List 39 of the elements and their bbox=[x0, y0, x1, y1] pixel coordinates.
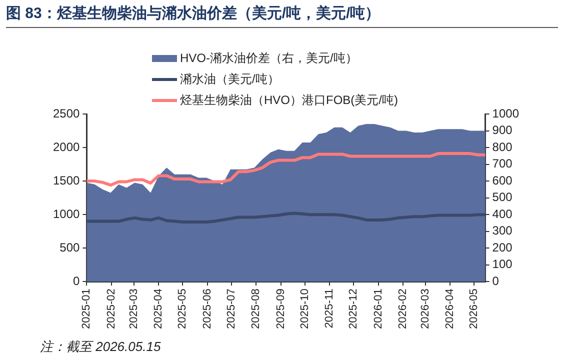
y2-tick-label: 800 bbox=[492, 140, 513, 154]
y-tick-label: 1000 bbox=[52, 206, 80, 221]
legend-label: 潲水油（美元/吨） bbox=[180, 71, 280, 88]
x-tick-label: 2025-06 bbox=[201, 288, 214, 330]
x-tick-label: 2025-03 bbox=[128, 288, 140, 330]
y2-tick-label: 300 bbox=[492, 224, 513, 238]
x-tick-label: 2026-02 bbox=[397, 288, 410, 330]
y-tick-label: 500 bbox=[60, 240, 80, 254]
x-tick-label: 2025-09 bbox=[274, 288, 287, 330]
x-tick-label: 2025-11 bbox=[324, 288, 336, 328]
x-tick-label: 2025-04 bbox=[152, 288, 165, 330]
x-tick-label: 2025-10 bbox=[298, 288, 311, 330]
x-tick-label: 2025-05 bbox=[176, 288, 189, 330]
legend-label: 烃基生物柴油（HVO）港口FOB(美元/吨) bbox=[180, 92, 398, 109]
chart-title: 图 83：烃基生物柴油与潲水油价差（美元/吨，美元/吨） bbox=[6, 4, 558, 28]
y2-tick-label: 900 bbox=[492, 123, 513, 138]
y-tick-label: 2500 bbox=[52, 106, 80, 120]
y2-tick-label: 200 bbox=[492, 240, 513, 254]
x-tick-label: 2026-01 bbox=[372, 288, 384, 330]
y2-tick-label: 100 bbox=[492, 257, 513, 272]
text: 注：截至 2026.05.15 bbox=[40, 338, 161, 356]
y2-tick-label: 1000 bbox=[492, 106, 520, 120]
x-tick-label: 2025-02 bbox=[105, 288, 118, 330]
y2-tick-label: 700 bbox=[492, 156, 513, 171]
y2-tick-label: 400 bbox=[492, 206, 513, 221]
y2-tick-label: 0 bbox=[492, 274, 500, 288]
y2-tick-label: 500 bbox=[492, 190, 513, 204]
x-tick-label: 2025-07 bbox=[225, 288, 238, 330]
x-tick-label: 2026-03 bbox=[419, 288, 432, 330]
x-tick-label: 2026-04 bbox=[444, 288, 456, 330]
x-tick-label: 2025-12 bbox=[348, 288, 360, 330]
legend-label: HVO-潲水油价差（右，美元/吨） bbox=[180, 50, 358, 67]
y-tick-label: 0 bbox=[73, 274, 80, 288]
y2-tick-label: 600 bbox=[492, 173, 513, 188]
y-tick-label: 2000 bbox=[52, 140, 80, 154]
x-tick-label: 2025-08 bbox=[250, 288, 262, 330]
x-tick-label: 2025-01 bbox=[80, 288, 93, 330]
y-tick-label: 1500 bbox=[52, 173, 80, 188]
x-tick-label: 2026-05 bbox=[468, 288, 480, 330]
